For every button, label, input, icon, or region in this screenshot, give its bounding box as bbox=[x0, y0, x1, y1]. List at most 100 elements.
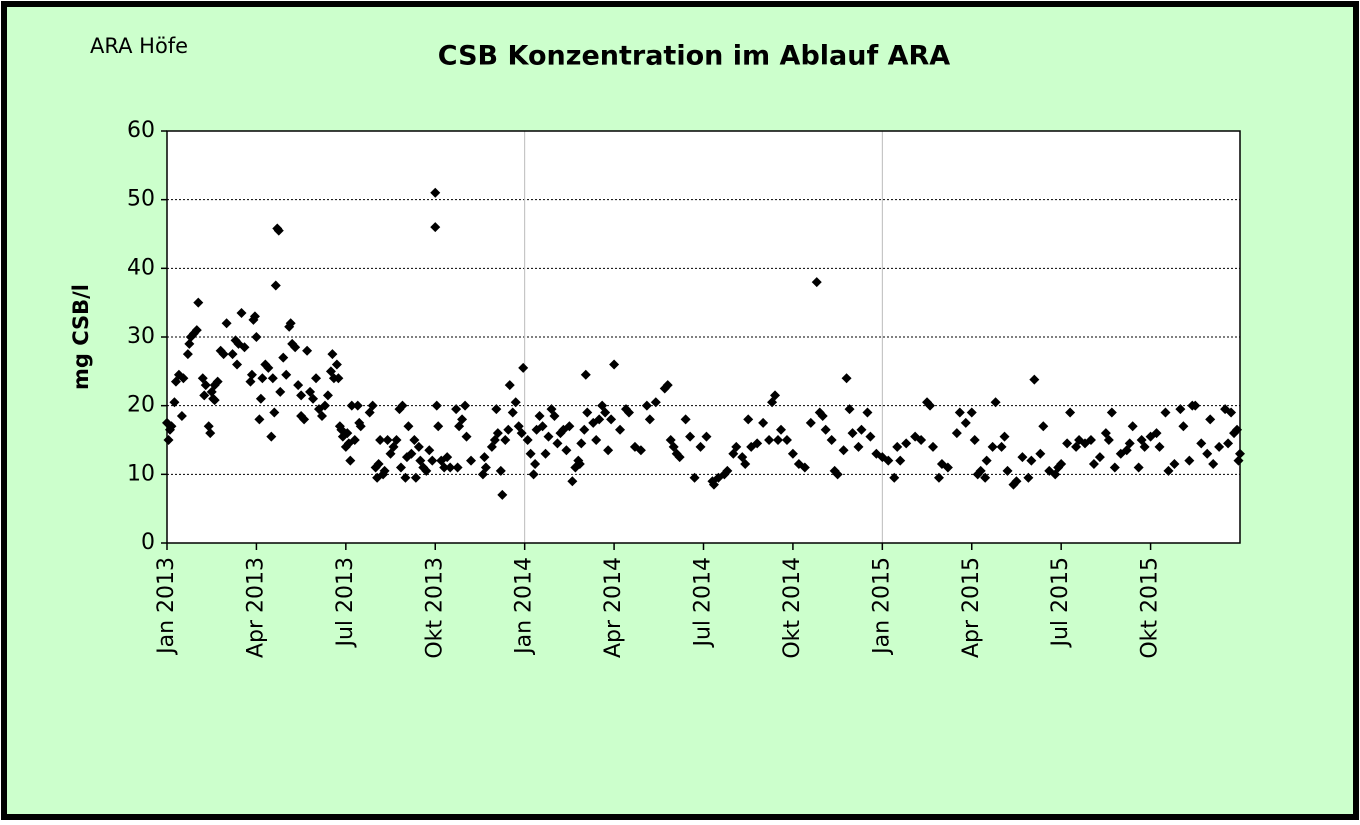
point bbox=[975, 465, 986, 476]
point bbox=[1109, 462, 1120, 473]
point bbox=[367, 400, 378, 411]
x-tick-label: Apr 2014 bbox=[601, 557, 626, 658]
point bbox=[689, 472, 700, 483]
point bbox=[1151, 428, 1162, 439]
point bbox=[255, 393, 266, 404]
point bbox=[296, 390, 307, 401]
point bbox=[591, 435, 602, 445]
point bbox=[534, 410, 545, 421]
point bbox=[245, 376, 256, 387]
x-tick-label: Jan 2013 bbox=[154, 557, 179, 656]
point bbox=[316, 410, 327, 421]
point bbox=[269, 407, 280, 418]
point bbox=[1094, 452, 1105, 463]
point bbox=[662, 380, 673, 391]
point bbox=[731, 441, 742, 452]
point bbox=[987, 441, 998, 452]
point bbox=[603, 445, 614, 456]
point bbox=[758, 417, 769, 428]
point bbox=[333, 373, 344, 384]
point bbox=[497, 489, 508, 500]
point bbox=[832, 469, 843, 480]
point bbox=[218, 349, 229, 360]
point bbox=[319, 400, 330, 411]
point bbox=[981, 455, 992, 466]
point bbox=[290, 342, 301, 353]
point bbox=[273, 225, 284, 236]
point bbox=[1190, 400, 1201, 411]
point bbox=[500, 435, 511, 445]
point bbox=[853, 441, 864, 452]
point bbox=[452, 462, 463, 473]
x-tick-label: Jan 2014 bbox=[512, 557, 537, 656]
point bbox=[169, 397, 180, 408]
point bbox=[445, 462, 456, 473]
point bbox=[1011, 476, 1022, 487]
point bbox=[1038, 421, 1049, 432]
plot-border bbox=[166, 130, 1241, 544]
point bbox=[781, 435, 792, 445]
point bbox=[299, 414, 310, 425]
point bbox=[400, 472, 411, 483]
point bbox=[925, 400, 936, 411]
point bbox=[609, 359, 620, 370]
point bbox=[227, 349, 238, 360]
point bbox=[787, 448, 798, 459]
point bbox=[805, 417, 816, 428]
point bbox=[552, 438, 563, 449]
point bbox=[257, 373, 268, 384]
point bbox=[1029, 374, 1040, 385]
point bbox=[430, 222, 441, 233]
point bbox=[574, 459, 585, 470]
point bbox=[176, 410, 187, 421]
point bbox=[942, 462, 953, 473]
point bbox=[685, 431, 696, 442]
point bbox=[293, 380, 304, 391]
point bbox=[346, 400, 357, 411]
point bbox=[1023, 472, 1034, 483]
point bbox=[954, 407, 965, 418]
point bbox=[460, 400, 471, 411]
x-tick-label: Apr 2015 bbox=[959, 557, 984, 658]
point bbox=[889, 472, 900, 483]
point bbox=[1233, 455, 1244, 466]
chart-title: CSB Konzentration im Ablauf ARA bbox=[438, 41, 951, 72]
x-tick-label: Okt 2014 bbox=[780, 557, 805, 659]
point bbox=[375, 435, 386, 445]
point bbox=[1223, 438, 1234, 449]
point bbox=[644, 414, 655, 425]
point bbox=[516, 428, 527, 439]
corner-label: ARA Höfe bbox=[90, 34, 188, 58]
point bbox=[817, 410, 828, 421]
point bbox=[1124, 438, 1135, 449]
point bbox=[916, 435, 927, 445]
point bbox=[650, 397, 661, 408]
point bbox=[582, 407, 593, 418]
point bbox=[826, 435, 837, 445]
y-tick-label: 20 bbox=[127, 393, 155, 418]
point bbox=[530, 459, 541, 470]
point bbox=[466, 455, 477, 466]
point bbox=[263, 362, 274, 373]
point bbox=[251, 332, 262, 342]
x-tick-label: Okt 2015 bbox=[1138, 557, 1163, 659]
point bbox=[743, 414, 754, 425]
point bbox=[507, 407, 518, 418]
point bbox=[492, 428, 503, 439]
point bbox=[990, 397, 1001, 408]
point bbox=[1127, 421, 1138, 432]
point bbox=[999, 431, 1010, 442]
x-tick-label: Okt 2013 bbox=[422, 557, 447, 659]
point bbox=[635, 445, 646, 456]
point bbox=[901, 438, 912, 449]
point bbox=[525, 448, 536, 459]
point bbox=[543, 431, 554, 442]
point bbox=[510, 397, 521, 408]
point bbox=[1103, 435, 1114, 445]
point bbox=[345, 455, 356, 466]
point bbox=[518, 362, 529, 373]
point bbox=[442, 452, 453, 463]
point bbox=[1139, 441, 1150, 452]
point bbox=[267, 373, 278, 384]
point bbox=[933, 472, 944, 483]
